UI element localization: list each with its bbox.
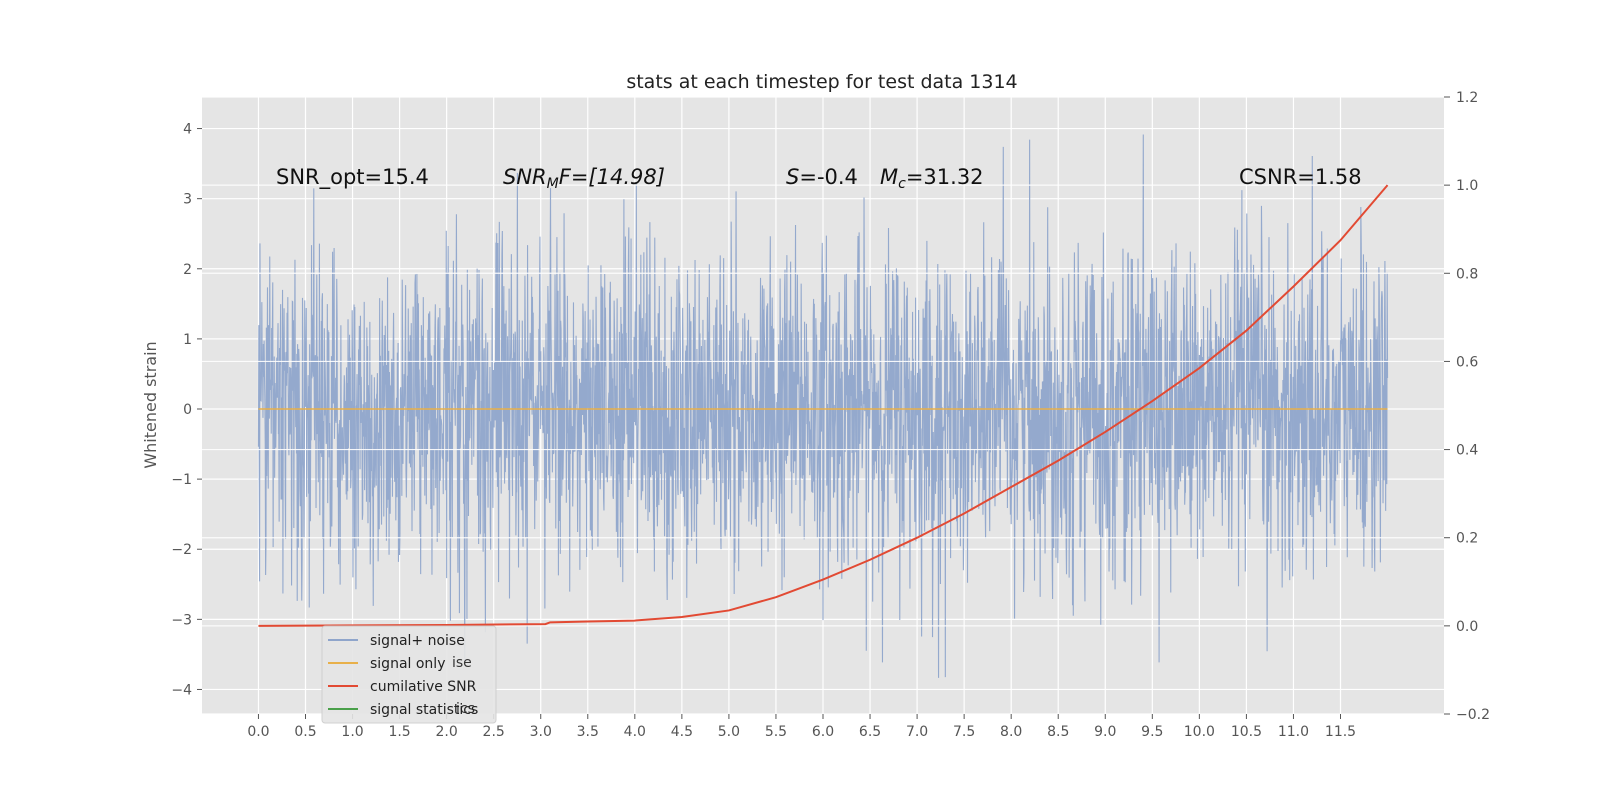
legend-label-signal-only: signal only xyxy=(370,656,445,672)
x-tick-label: 9.5 xyxy=(1141,724,1163,740)
legend: ise ics signal+ noise signal only cumila… xyxy=(321,625,497,724)
x-tick-label: 6.0 xyxy=(812,724,834,740)
y-tick-label: 2 xyxy=(183,262,192,278)
legend-ghost-1: ise xyxy=(452,655,472,671)
x-tick-label: 1.0 xyxy=(341,724,363,740)
y-tick-label: 1 xyxy=(183,332,192,348)
y-axis: 4 3 2 1 0 −1 −2 −3 −4 xyxy=(171,122,202,698)
legend-box xyxy=(321,625,497,724)
y2-tick-label: 0.6 xyxy=(1456,354,1478,370)
y-tick-label: 4 xyxy=(183,122,192,138)
legend-ghost-2: ics xyxy=(456,701,475,717)
annotation-s-tail: =-0.4 xyxy=(799,165,858,189)
y-tick-label: 0 xyxy=(183,402,192,418)
chart-title: stats at each timestep for test data 131… xyxy=(626,71,1017,93)
legend-label-signal-statistics: signal statistics xyxy=(370,702,478,718)
annotation-mc-sub: c xyxy=(898,176,906,192)
annotation-mc-tail: =31.32 xyxy=(906,165,984,189)
x-tick-label: 8.0 xyxy=(1000,724,1022,740)
annotation-snr-mf-main: SNR xyxy=(503,165,547,189)
x-tick-label: 3.5 xyxy=(577,724,599,740)
x-tick-label: 5.5 xyxy=(765,724,787,740)
x-tick-label: 10.0 xyxy=(1184,724,1215,740)
x-tick-label: 11.0 xyxy=(1278,724,1309,740)
x-tick-label: 2.5 xyxy=(483,724,505,740)
x-tick-label: 0.5 xyxy=(294,724,316,740)
annotation-csnr: CSNR=1.58 xyxy=(1239,165,1362,189)
x-tick-label: 2.0 xyxy=(436,724,458,740)
y2-tick-label: 0.8 xyxy=(1456,266,1478,282)
annotation-snr-opt: SNR_opt=15.4 xyxy=(276,165,429,190)
series-cumilative-snr xyxy=(258,184,1389,627)
annotation-mc-main: M xyxy=(880,165,898,189)
y-axis-label: Whitened strain xyxy=(141,341,160,468)
y2-axis: 1.2 1.0 0.8 0.6 0.4 0.2 0.0 −0.2 xyxy=(1444,90,1490,723)
y-tick-label: −3 xyxy=(171,612,192,628)
x-tick-label: 7.5 xyxy=(953,724,975,740)
y2-tick-label: 0.4 xyxy=(1456,443,1478,459)
x-tick-label: 5.0 xyxy=(718,724,740,740)
annotation-s: S=-0.4 xyxy=(786,165,858,189)
annotation-snr-mf-sub: M xyxy=(547,176,559,192)
x-tick-label: 7.0 xyxy=(906,724,928,740)
noise-trace xyxy=(257,134,1389,678)
y2-tick-label: −0.2 xyxy=(1456,707,1490,723)
annotation-snr-mf: SNRMF=[14.98] xyxy=(503,165,665,192)
x-tick-label: 8.5 xyxy=(1047,724,1069,740)
x-tick-label: 6.5 xyxy=(859,724,881,740)
annotation-snr-mf-tail: F=[14.98] xyxy=(559,165,665,189)
x-axis: 0.0 0.5 1.0 1.5 2.0 2.5 3.0 3.5 4.0 4.5 5.0 5.5 6.0 6… xyxy=(247,714,1356,740)
x-tick-label: 0.0 xyxy=(247,724,269,740)
x-tick-label: 11.5 xyxy=(1325,724,1356,740)
x-tick-label: 10.5 xyxy=(1231,724,1262,740)
y-tick-label: −2 xyxy=(171,542,192,558)
y-tick-label: 3 xyxy=(183,192,192,208)
y2-tick-label: 0.2 xyxy=(1456,531,1478,547)
legend-label-signal-plus-noise: signal+ noise xyxy=(370,633,465,649)
x-tick-label: 4.0 xyxy=(624,724,646,740)
y2-tick-label: 0.0 xyxy=(1456,619,1478,635)
y2-tick-label: 1.2 xyxy=(1456,90,1478,106)
legend-label-cumilative-snr: cumilative SNR xyxy=(370,679,477,695)
x-tick-label: 9.0 xyxy=(1094,724,1116,740)
annotation-mc: Mc=31.32 xyxy=(880,165,984,192)
y-tick-label: −4 xyxy=(171,682,192,698)
x-tick-label: 1.5 xyxy=(388,724,410,740)
x-tick-label: 3.0 xyxy=(530,724,552,740)
y2-tick-label: 1.0 xyxy=(1456,178,1478,194)
y-tick-label: −1 xyxy=(171,472,192,488)
series-signal-plus-noise xyxy=(257,134,1389,678)
x-tick-label: 4.5 xyxy=(671,724,693,740)
annotation-s-main: S xyxy=(786,165,799,189)
